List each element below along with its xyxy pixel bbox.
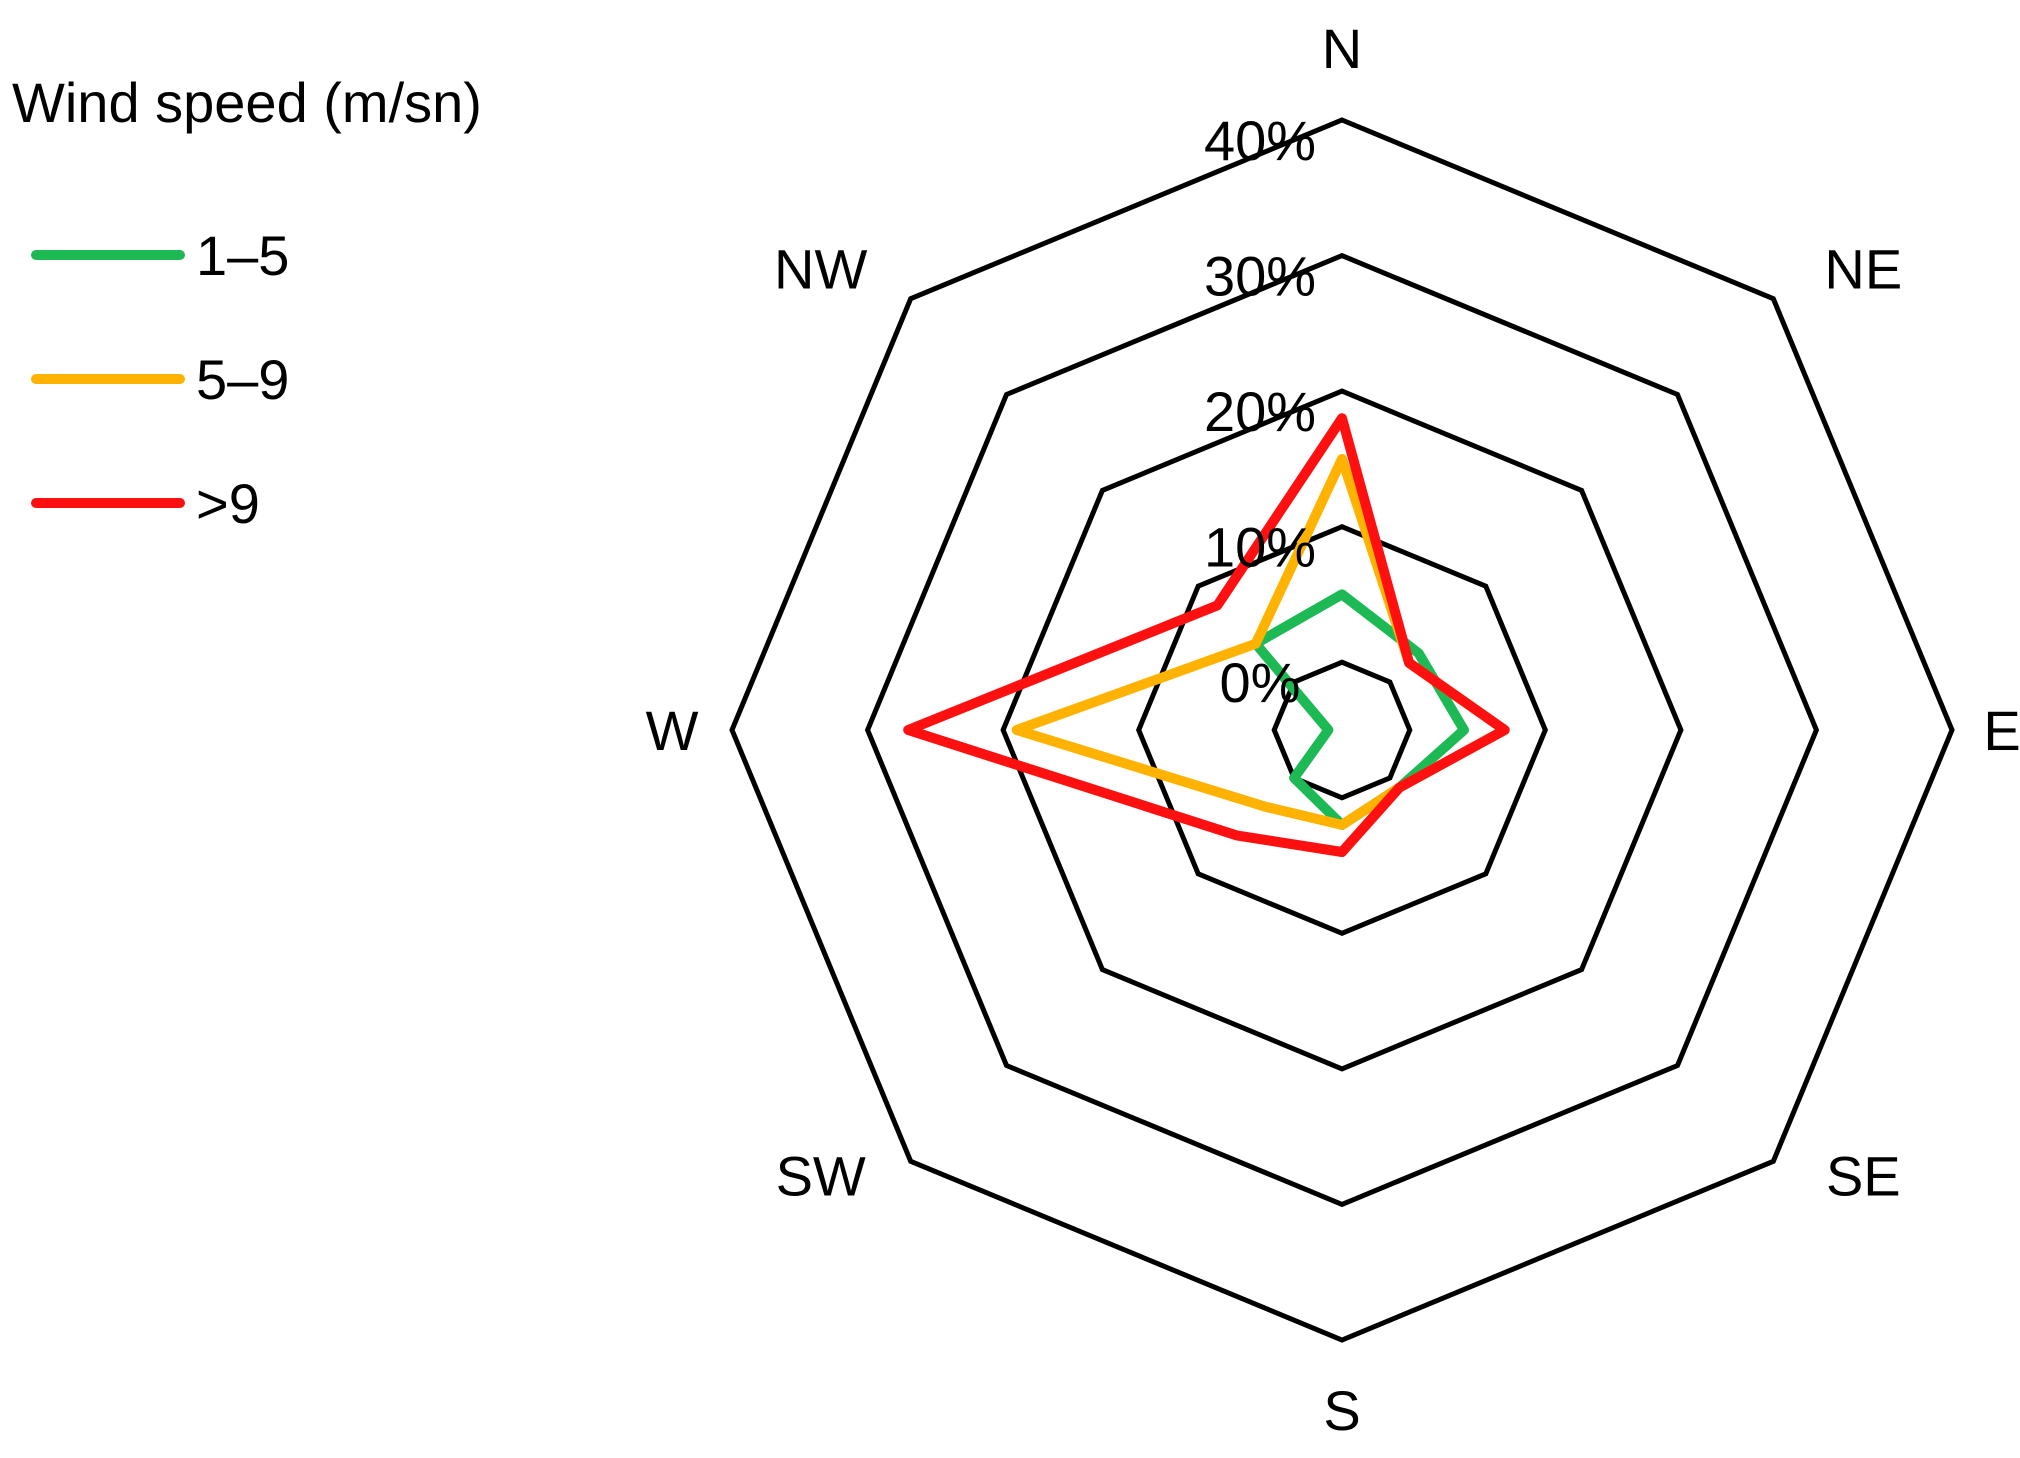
grid-ring-0 bbox=[1271, 659, 1413, 801]
legend: Wind speed (m/sn) 1–5 5–9 >9 bbox=[12, 71, 482, 535]
chart-series bbox=[903, 413, 1510, 857]
legend-title: Wind speed (m/sn) bbox=[12, 71, 482, 134]
legend-label-0: 1–5 bbox=[196, 224, 289, 287]
direction-label-n: N bbox=[1322, 17, 1362, 80]
direction-label-nw: NW bbox=[774, 238, 867, 301]
direction-label-sw: SW bbox=[776, 1144, 866, 1207]
legend-item-1: 5–9 bbox=[31, 348, 289, 411]
series-line-2 bbox=[903, 413, 1510, 857]
legend-items: 1–5 5–9 >9 bbox=[31, 224, 289, 535]
direction-label-ne: NE bbox=[1824, 238, 1902, 301]
legend-label-1: 5–9 bbox=[196, 348, 289, 411]
ring-label-0: 0% bbox=[1220, 651, 1301, 714]
ring-label-40: 40% bbox=[1204, 109, 1316, 172]
legend-item-0: 1–5 bbox=[31, 224, 289, 287]
grid-ring-20 bbox=[1000, 388, 1684, 1072]
ring-label-30: 30% bbox=[1204, 245, 1316, 308]
grid-ring-30 bbox=[864, 252, 1820, 1208]
grid-ring-40 bbox=[729, 117, 1955, 1343]
direction-label-e: E bbox=[1983, 699, 2020, 762]
direction-labels: N NE E SE S SW W NW bbox=[646, 17, 2020, 1442]
direction-label-s: S bbox=[1323, 1379, 1360, 1442]
direction-label-w: W bbox=[646, 699, 699, 762]
ring-label-20: 20% bbox=[1204, 380, 1316, 443]
direction-label-se: SE bbox=[1826, 1144, 1901, 1207]
legend-label-2: >9 bbox=[196, 472, 260, 535]
legend-item-2: >9 bbox=[31, 472, 260, 535]
ring-label-10: 10% bbox=[1204, 516, 1316, 579]
ring-labels: 0% 10% 20% 30% 40% bbox=[1204, 109, 1316, 714]
grid-ring-10 bbox=[1135, 523, 1549, 937]
chart-grid bbox=[729, 117, 1955, 1343]
